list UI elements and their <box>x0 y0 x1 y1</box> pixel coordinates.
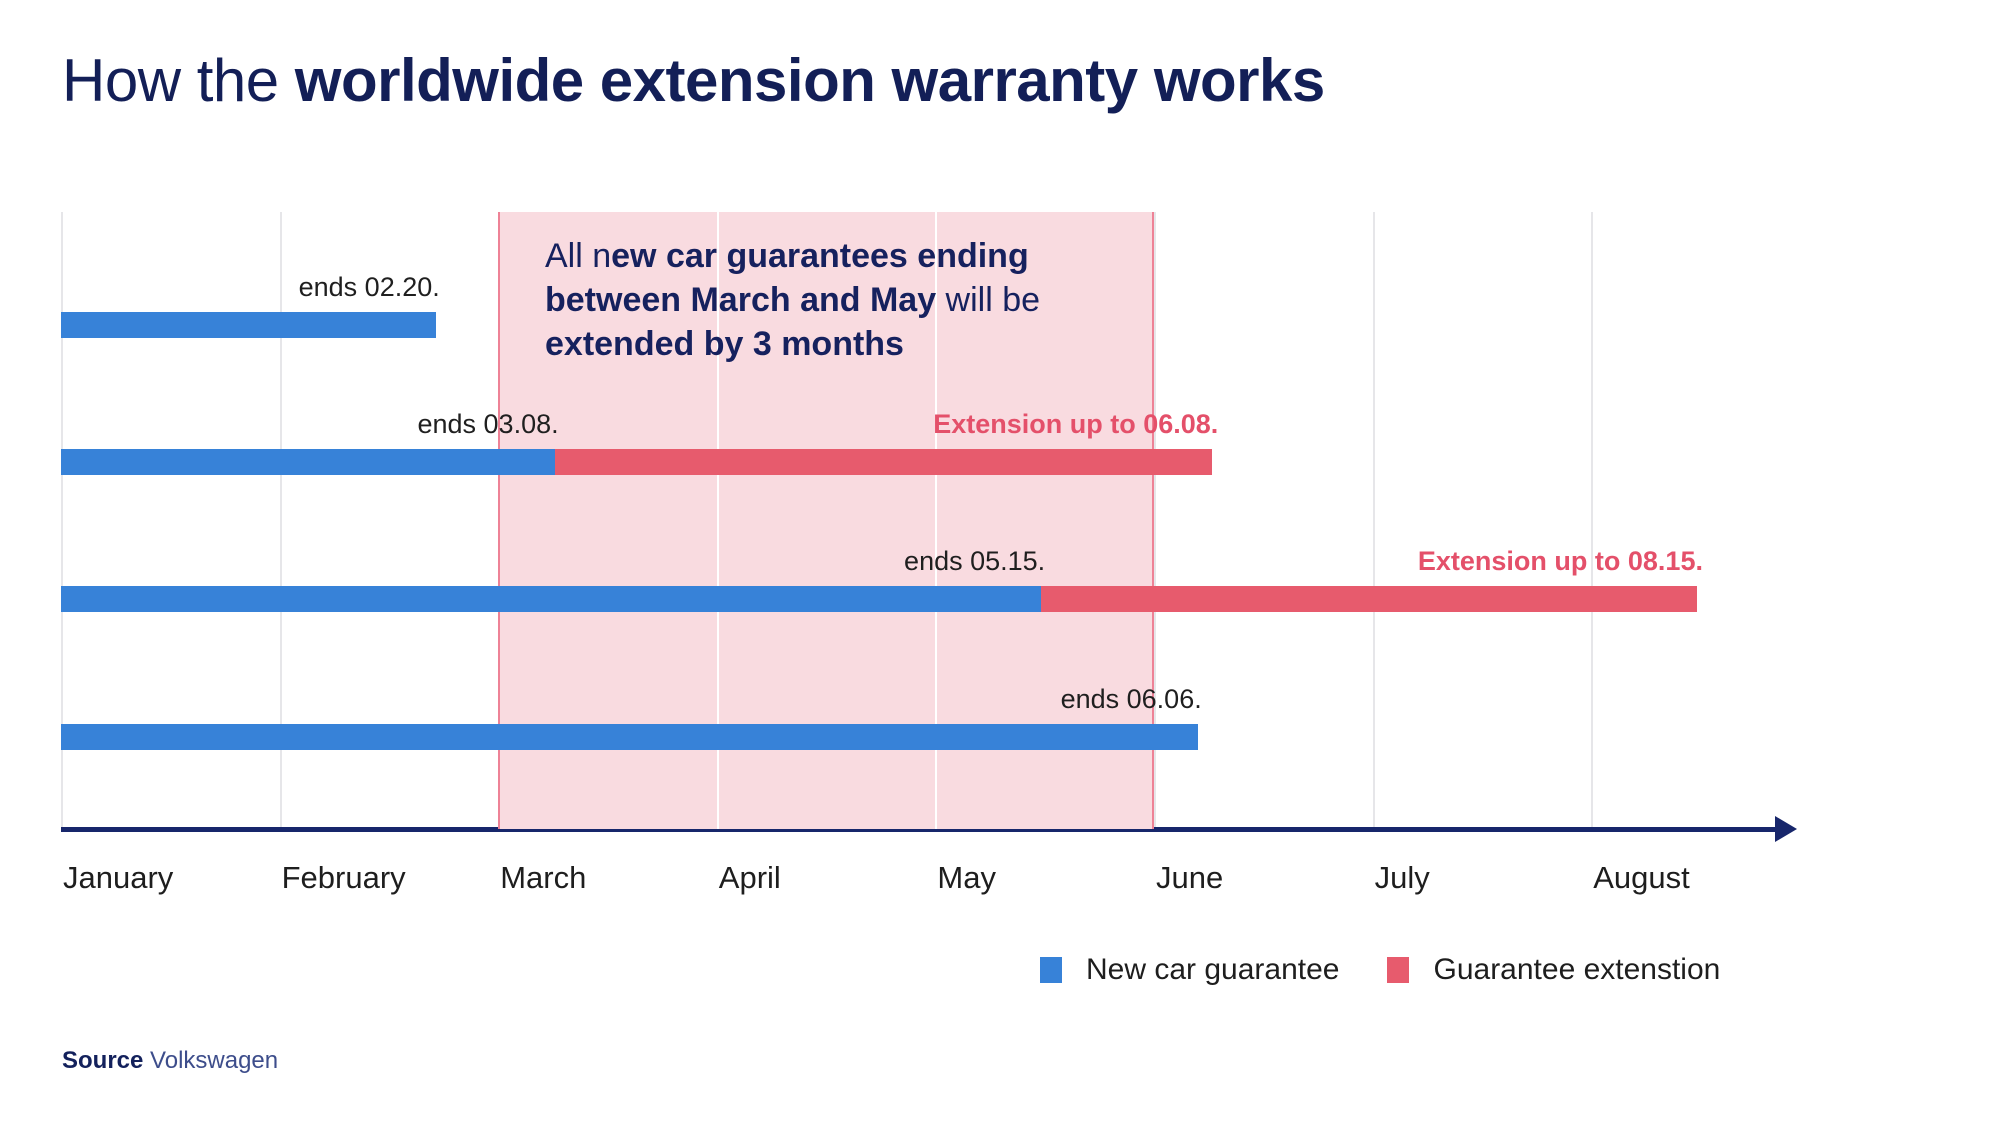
text-segment: between March and May <box>545 281 937 319</box>
gridline-april-white <box>716 212 719 829</box>
gridline-august <box>1591 212 1594 829</box>
gridline-july <box>1372 212 1375 829</box>
legend-swatch <box>1387 957 1410 983</box>
legend-swatch <box>1040 957 1062 983</box>
month-label-january: January <box>63 860 174 895</box>
chart-area: All new car guarantees ending between Mar… <box>61 212 1810 829</box>
legend-label: New car guarantee <box>1086 953 1340 986</box>
annotation-line: extended by 3 months <box>545 322 1105 366</box>
annotation-line: All new car guarantees ending <box>545 234 1105 278</box>
end-label: ends 02.20. <box>298 272 440 302</box>
time-axis <box>61 827 1777 832</box>
gridline-february <box>279 212 282 829</box>
annotation-line: between March and May will be <box>545 278 1105 322</box>
legend-item: New car guarantee <box>1040 953 1339 987</box>
legend-item: Guarantee extenstion <box>1387 953 1720 987</box>
month-label-june: June <box>1156 860 1224 895</box>
new-guarantee-bar <box>61 586 1042 612</box>
extension-bar <box>554 449 1213 475</box>
text-segment: will be <box>936 281 1041 319</box>
month-axis-labels: January February March April May June July Augu… <box>61 860 1861 910</box>
text-segment: ew car guarantees ending <box>611 237 1029 275</box>
month-label-february: February <box>281 860 406 895</box>
month-label-august: August <box>1593 860 1690 895</box>
text-segment: worldwide extension warranty works <box>294 47 1325 114</box>
text-segment: Volkswagen <box>143 1047 279 1074</box>
new-guarantee-bar <box>61 312 436 338</box>
legend-label: Guarantee extenstion <box>1433 953 1721 986</box>
extension-bar <box>1041 586 1697 612</box>
text-segment: How the <box>62 47 295 114</box>
new-guarantee-bar <box>61 449 555 475</box>
new-guarantee-bar <box>61 724 1198 750</box>
text-segment: All n <box>545 237 612 275</box>
month-label-april: April <box>718 860 781 895</box>
month-label-march: March <box>500 860 587 895</box>
gridline-may-white <box>935 212 938 829</box>
gridline-june <box>1154 212 1156 829</box>
end-label: ends 05.15. <box>904 546 1046 576</box>
page-title: How the worldwide extension warranty wor… <box>62 48 1325 114</box>
end-label: ends 03.08. <box>417 409 559 439</box>
extension-label: Extension up to 08.15. <box>1417 546 1703 576</box>
source-note: Source Volkswagen <box>62 1046 278 1076</box>
annotation-text: All new car guarantees ending between Mar… <box>545 234 1105 366</box>
extension-label: Extension up to 06.08. <box>933 409 1219 439</box>
gridline-january <box>61 212 63 829</box>
end-label: ends 06.06. <box>1060 684 1202 714</box>
text-segment: extended by 3 months <box>545 325 904 363</box>
month-label-july: July <box>1374 860 1430 895</box>
axis-arrow-icon <box>1775 816 1797 842</box>
legend: New car guarantee Guarantee extenstion <box>1040 953 1720 987</box>
month-label-may: May <box>937 860 996 895</box>
text-segment: Source <box>62 1047 144 1074</box>
